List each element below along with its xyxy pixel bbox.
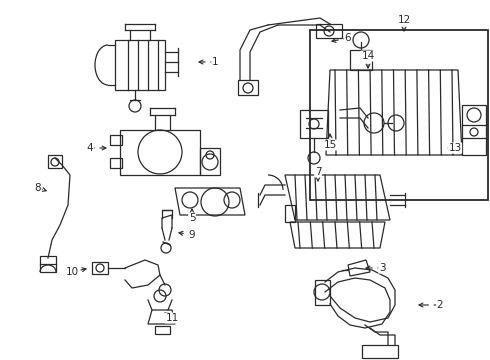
Text: 7: 7 bbox=[315, 167, 321, 177]
Bar bbox=[310, 30, 488, 200]
Text: 13: 13 bbox=[448, 143, 462, 153]
Text: 12: 12 bbox=[397, 15, 411, 25]
Text: 10: 10 bbox=[66, 267, 78, 277]
Text: 14: 14 bbox=[362, 51, 375, 61]
Text: 3: 3 bbox=[379, 263, 385, 273]
Text: 8: 8 bbox=[35, 183, 41, 193]
Text: 5: 5 bbox=[189, 213, 196, 223]
Text: 9: 9 bbox=[189, 230, 196, 240]
Text: 4: 4 bbox=[87, 143, 93, 153]
Text: 11: 11 bbox=[166, 313, 179, 323]
Text: 2: 2 bbox=[437, 300, 443, 310]
Text: 6: 6 bbox=[344, 33, 351, 43]
Text: 15: 15 bbox=[323, 140, 337, 150]
Text: 1: 1 bbox=[212, 57, 219, 67]
